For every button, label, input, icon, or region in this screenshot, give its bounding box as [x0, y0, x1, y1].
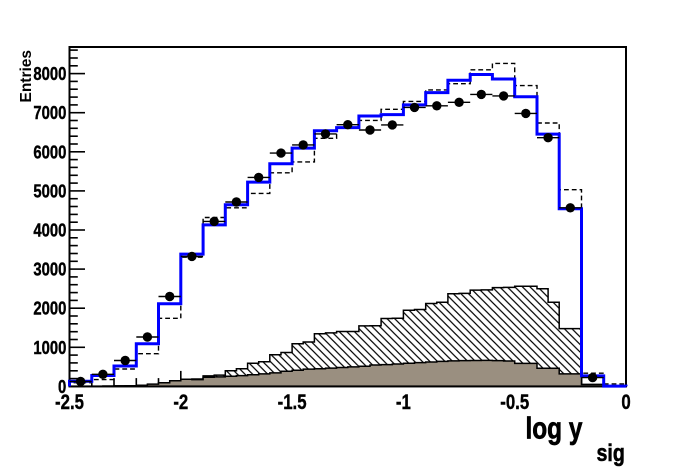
svg-text:-0.5: -0.5 — [500, 391, 529, 414]
svg-text:Entries: Entries — [18, 50, 35, 103]
svg-text:sig: sig — [597, 439, 625, 467]
svg-text:-2.5: -2.5 — [55, 391, 84, 414]
svg-text:8000: 8000 — [33, 64, 66, 85]
svg-text:0: 0 — [621, 391, 630, 414]
svg-text:log y: log y — [526, 411, 583, 445]
svg-text:-1.5: -1.5 — [278, 391, 307, 414]
svg-text:-2: -2 — [173, 391, 188, 414]
svg-text:1000: 1000 — [33, 337, 66, 358]
svg-text:5000: 5000 — [33, 181, 66, 202]
svg-text:3000: 3000 — [33, 259, 66, 280]
svg-text:4000: 4000 — [33, 220, 66, 241]
svg-text:6000: 6000 — [33, 142, 66, 163]
svg-text:7000: 7000 — [33, 103, 66, 124]
svg-text:0: 0 — [58, 376, 66, 397]
svg-text:2000: 2000 — [33, 298, 66, 319]
svg-text:-1: -1 — [396, 391, 411, 414]
